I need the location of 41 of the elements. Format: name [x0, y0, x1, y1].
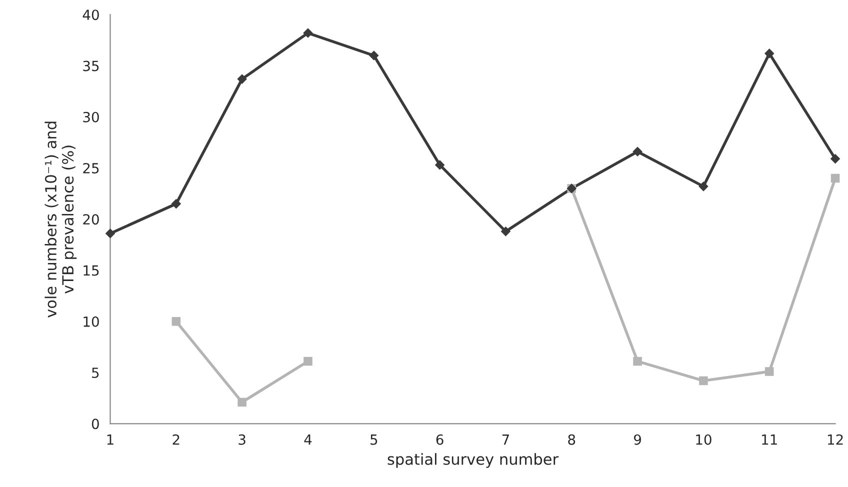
- y-tick-label: 30: [83, 112, 99, 122]
- x-tick-label: 6: [436, 434, 444, 445]
- point: [633, 356, 642, 366]
- x-tick-label: 8: [568, 434, 576, 445]
- x-axis-title: spatial survey number: [388, 453, 559, 468]
- y-tick-label: 25: [83, 162, 99, 174]
- y-tick-label: 0: [92, 418, 99, 430]
- x-tick-label: 4: [304, 434, 312, 445]
- point: [171, 198, 182, 209]
- point: [105, 228, 116, 238]
- point: [830, 154, 840, 164]
- point: [368, 50, 379, 60]
- point: [500, 226, 511, 236]
- x-tick-label: 7: [502, 434, 509, 445]
- x-tick-label: 9: [634, 434, 641, 445]
- point: [830, 174, 840, 183]
- point: [698, 182, 708, 192]
- y-tick-label: 40: [82, 10, 99, 20]
- y-tick-label: 15: [84, 265, 99, 276]
- x-tick-label: 12: [828, 434, 843, 445]
- x-tick-label: 2: [172, 434, 180, 445]
- y-tick-label: 5: [92, 368, 99, 378]
- point: [434, 160, 445, 170]
- point: [699, 376, 708, 386]
- point: [237, 74, 247, 84]
- point: [304, 356, 312, 366]
- point: [632, 146, 642, 157]
- x-tick-label: 3: [238, 434, 246, 445]
- point: [238, 398, 246, 407]
- point: [764, 367, 774, 376]
- x-tick-label: 5: [370, 434, 378, 445]
- x-tick-label: 1: [107, 434, 114, 445]
- x-tick-label: 11: [762, 434, 777, 445]
- y-tick-label: 20: [83, 214, 99, 225]
- y-tick-label: 10: [84, 316, 99, 327]
- point: [303, 28, 313, 38]
- point: [764, 48, 774, 58]
- x-tick-label: 10: [696, 434, 712, 445]
- y-axis-title: vole numbers (x10⁻¹) and vTB prevalence (%): [44, 122, 77, 318]
- point: [172, 317, 181, 326]
- y-tick-label: 35: [83, 60, 99, 72]
